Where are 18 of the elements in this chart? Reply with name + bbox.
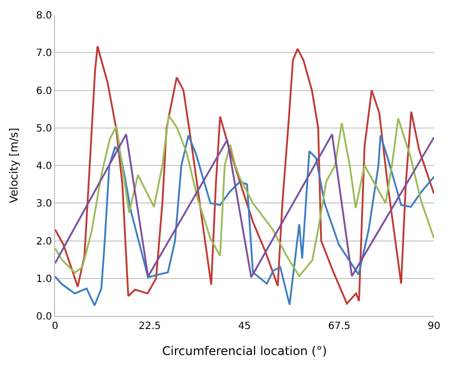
line-series xyxy=(55,134,434,306)
x-tick-label: 0 xyxy=(52,321,58,332)
y-axis-title: Velocity [m/s] xyxy=(8,128,21,204)
y-tick-label: 6.0 xyxy=(36,86,52,97)
y-tick-label: 4.0 xyxy=(36,161,52,172)
x-tick-label: 67.5 xyxy=(328,321,350,332)
y-tick-label: 8.0 xyxy=(36,10,52,22)
y-tick-label: 3.0 xyxy=(36,198,52,210)
line-series xyxy=(55,45,434,304)
x-tick-label: 90 xyxy=(428,321,440,332)
y-tick-label: 5.0 xyxy=(36,123,52,134)
y-tick-label: 0.0 xyxy=(36,312,52,322)
x-tick-label: 22.5 xyxy=(138,321,161,332)
y-tick-label: 1.0 xyxy=(36,274,52,285)
y-tick-label: 7.0 xyxy=(36,48,52,60)
x-axis-title: Circumferencial location (°) xyxy=(162,344,327,358)
y-tick-label: 2.0 xyxy=(36,236,52,248)
x-tick-label: 45 xyxy=(238,321,251,332)
